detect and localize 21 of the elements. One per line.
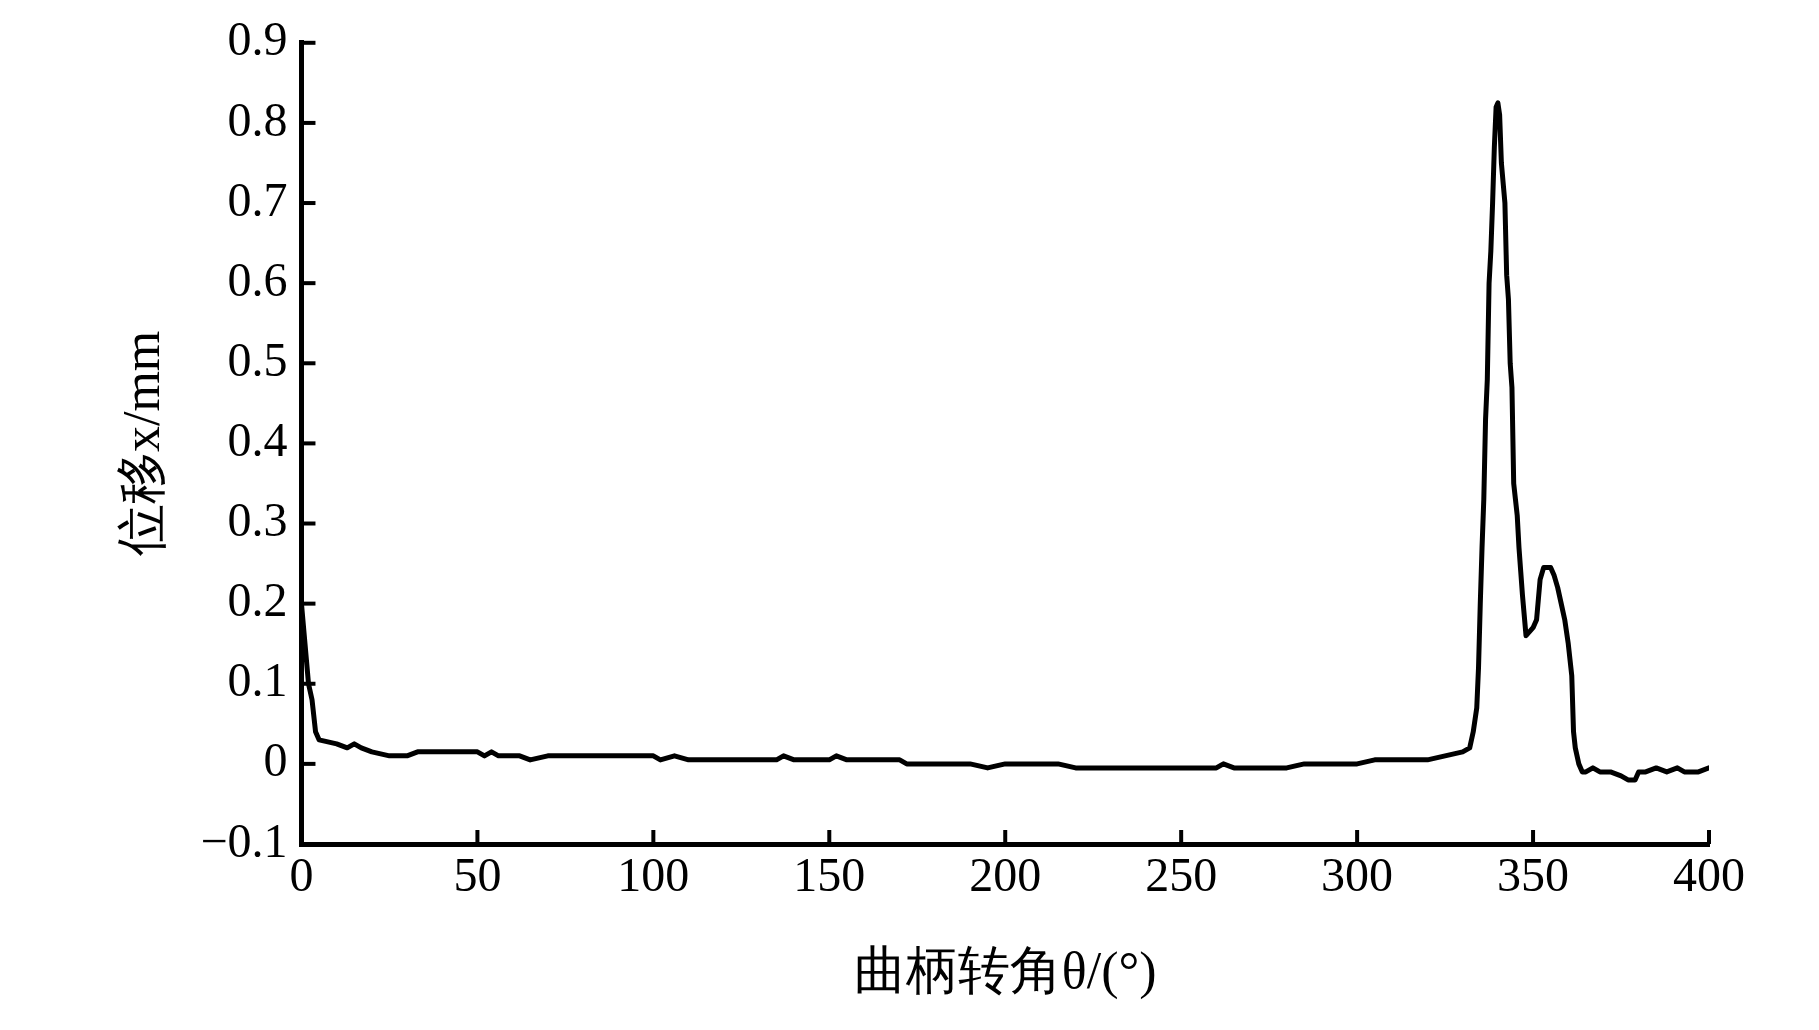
x-tick-label: 100 [617,848,690,902]
x-tick-label: 150 [793,848,866,902]
x-axis-title: 曲柄转角θ/(°) [853,942,1157,1001]
y-tick-label: 0.2 [227,573,288,627]
y-tick-label: 0.7 [227,172,288,226]
x-tick-label: 300 [1321,848,1394,902]
y-tick-label: 0.8 [227,92,288,146]
x-tick-label: 350 [1497,848,1570,902]
y-tick-label: 0.3 [227,493,288,547]
y-tick-label: 0.5 [227,332,288,386]
y-tick-label: 0 [263,733,288,787]
x-tick-label: 50 [453,848,502,902]
x-tick-label: 400 [1673,848,1745,902]
y-tick-label: 0.6 [227,252,288,306]
y-tick-label: 0.1 [227,653,288,707]
x-tick-label: 250 [1145,848,1218,902]
y-tick-label: −0.1 [200,813,288,867]
y-tick-label: 0.9 [227,12,288,66]
y-tick-label: 0.4 [227,413,288,467]
y-axis-title: 位移x/mm [112,330,170,557]
x-tick-label: 200 [969,848,1042,902]
